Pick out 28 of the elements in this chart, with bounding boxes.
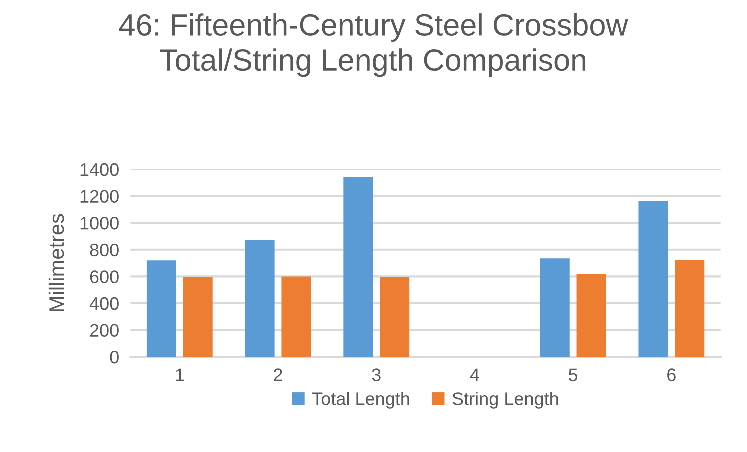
bar (540, 258, 570, 358)
x-tick-label: 4 (470, 368, 480, 382)
bar (282, 276, 312, 358)
x-tick-label: 2 (274, 368, 282, 382)
y-tick-label: 400 (90, 297, 119, 310)
y-tick-label: 1200 (80, 190, 119, 204)
legend-label: Total Length (312, 392, 410, 409)
x-tick-label: 1 (176, 368, 184, 382)
x-tick-label: 5 (569, 368, 578, 382)
bar (183, 277, 213, 358)
bar (245, 240, 275, 358)
bar (344, 178, 374, 358)
bar (675, 260, 705, 358)
bar (380, 277, 410, 358)
bar (146, 260, 176, 358)
chart-title: 46: Fifteenth-Century Steel Crossbow Total/String Length Comparison (119, 14, 628, 78)
y-tick-label: 0 (110, 351, 119, 364)
bar (576, 274, 606, 358)
y-tick-label: 200 (90, 324, 119, 338)
y-tick-label: 600 (90, 270, 119, 284)
x-tick-label: 6 (668, 368, 676, 382)
bar (638, 200, 668, 358)
y-tick-label: 1000 (80, 217, 119, 230)
y-axis-title: Millimetres (48, 214, 64, 312)
x-tick-label: 3 (372, 368, 381, 382)
y-tick-label: 1400 (80, 163, 119, 176)
y-tick-label: 800 (90, 244, 119, 257)
legend-label: String Length (452, 392, 558, 409)
